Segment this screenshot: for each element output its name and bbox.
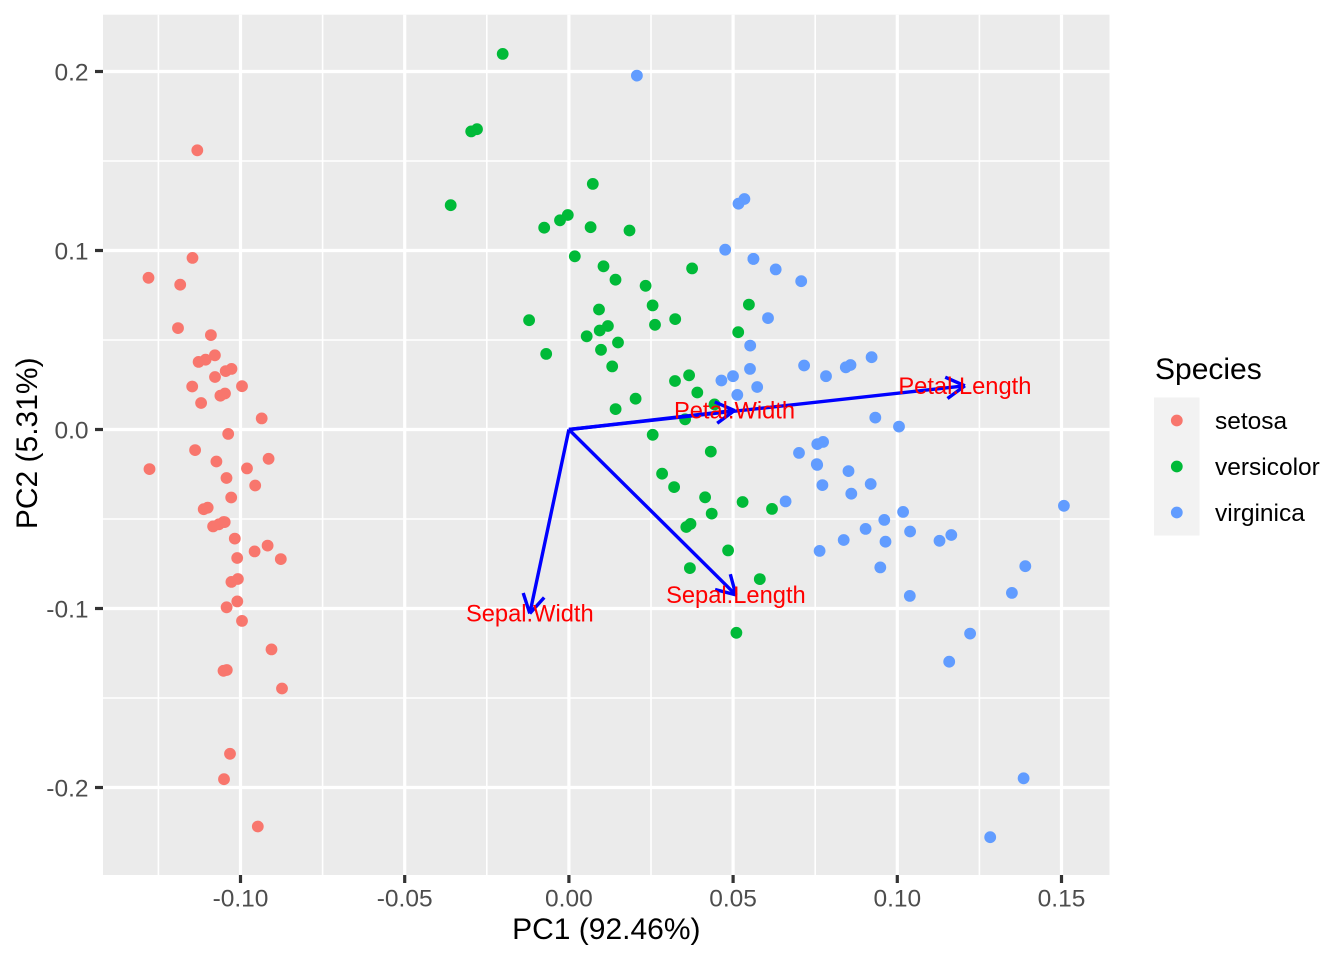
svg-text:Sepal.Length: Sepal.Length xyxy=(666,583,806,609)
svg-text:0.2: 0.2 xyxy=(54,59,88,86)
svg-text:Species: Species xyxy=(1155,353,1262,386)
svg-text:virginica: virginica xyxy=(1215,500,1305,527)
svg-text:setosa: setosa xyxy=(1215,408,1288,435)
svg-text:versicolor: versicolor xyxy=(1215,454,1320,481)
svg-text:PC2 (5.31%): PC2 (5.31%) xyxy=(11,357,44,529)
svg-text:Sepal.Width: Sepal.Width xyxy=(466,602,594,628)
svg-text:Petal.Length: Petal.Length xyxy=(898,374,1031,400)
svg-text:-0.1: -0.1 xyxy=(46,596,88,623)
svg-text:-0.05: -0.05 xyxy=(377,886,433,913)
svg-text:0.10: 0.10 xyxy=(873,886,921,913)
svg-text:Petal.Width: Petal.Width xyxy=(674,399,795,425)
svg-text:0.1: 0.1 xyxy=(54,238,88,265)
svg-text:-0.10: -0.10 xyxy=(213,886,269,913)
svg-text:-0.2: -0.2 xyxy=(46,775,88,802)
svg-text:0.05: 0.05 xyxy=(709,886,757,913)
svg-text:0.00: 0.00 xyxy=(545,886,593,913)
svg-text:0.15: 0.15 xyxy=(1038,886,1086,913)
svg-text:0.0: 0.0 xyxy=(54,417,88,444)
svg-text:PC1 (92.46%): PC1 (92.46%) xyxy=(512,913,700,946)
